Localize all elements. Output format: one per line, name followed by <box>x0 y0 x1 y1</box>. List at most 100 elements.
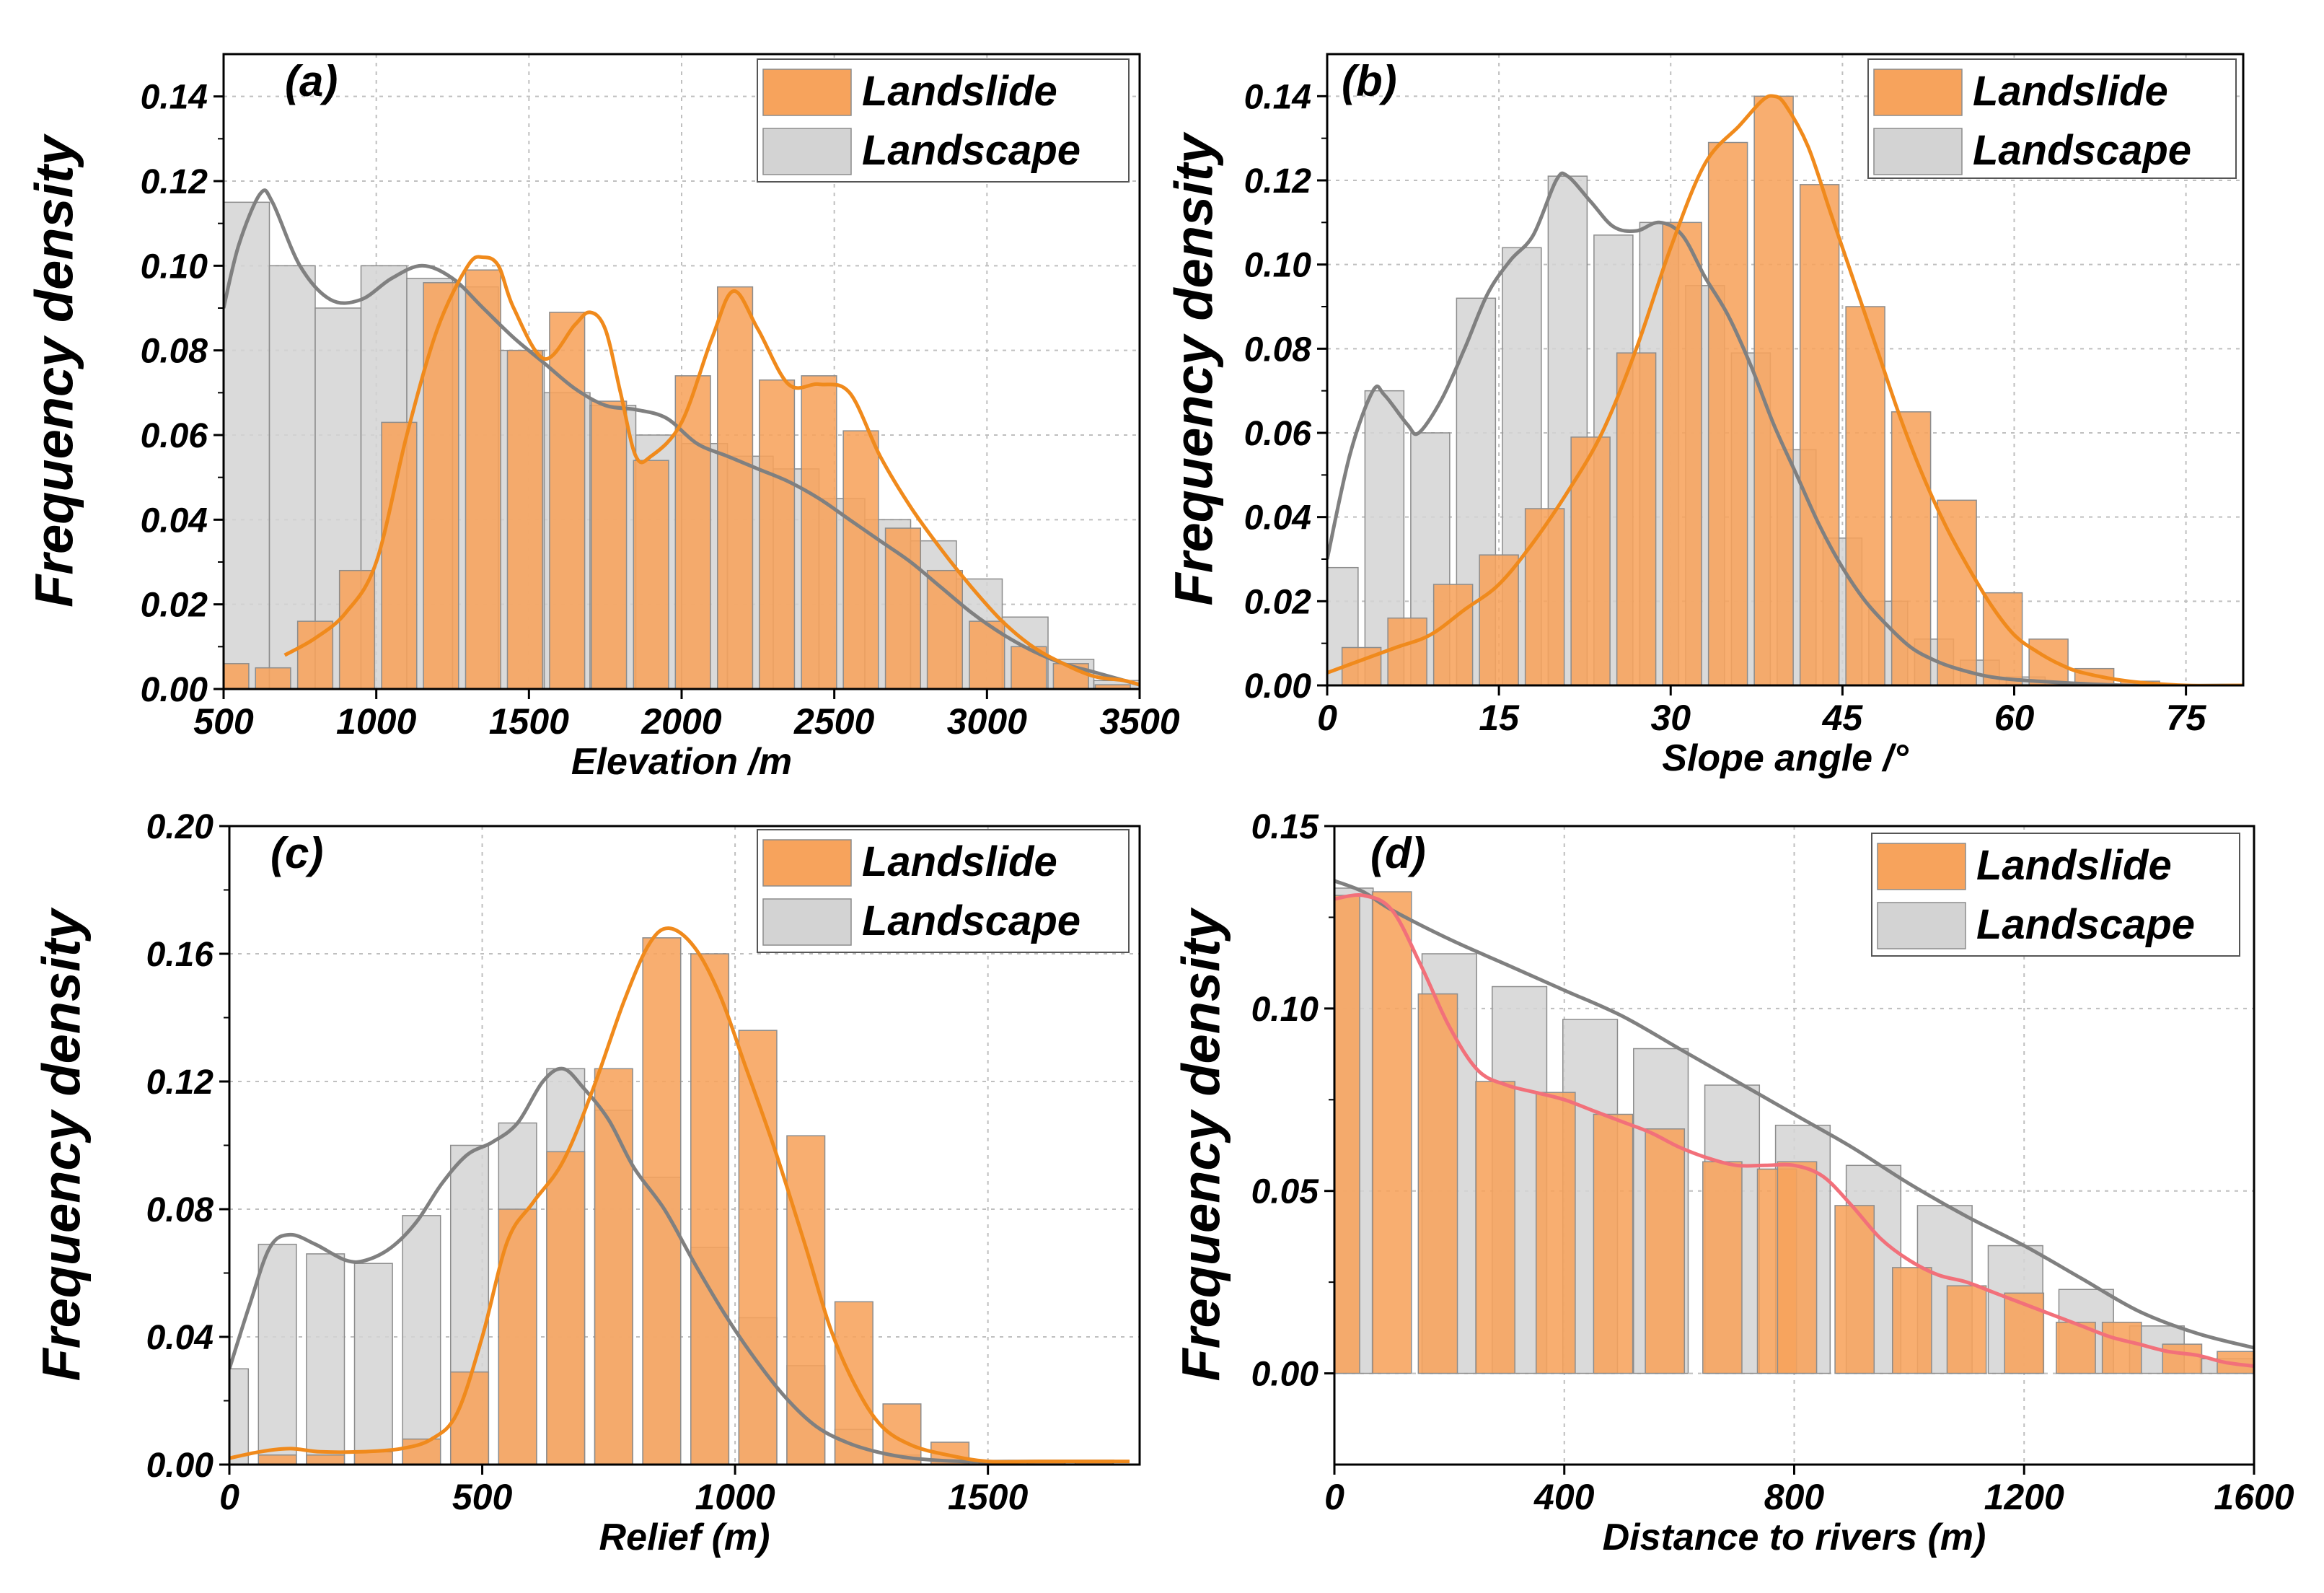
landslide-bar <box>1982 592 2023 685</box>
x-tick-label: 1000 <box>336 701 416 742</box>
plot-frame <box>1326 53 2245 687</box>
panel-c: 0.00 0.04 0.08 0.12 0.16 0.20 0 500 1000 1500 Reli… <box>32 808 1141 1558</box>
landslide-bar <box>1777 1161 1818 1374</box>
x-tick-label: 1500 <box>948 1477 1028 1517</box>
y-tick-label: 0.02 <box>141 587 208 625</box>
landscape-legend-label: Landscape <box>862 898 1080 944</box>
y-tick-label: 0.00 <box>146 1447 214 1485</box>
landslide-legend-label: Landslide <box>1976 842 2172 889</box>
landslide-legend-label: Landslide <box>1973 68 2168 115</box>
landslide-bar <box>1094 684 1131 689</box>
x-tick-label: 500 <box>452 1477 513 1517</box>
y-tick-label: 0.10 <box>1244 247 1312 285</box>
landslide-bar <box>224 663 250 689</box>
x-tick-label: 3500 <box>1099 701 1179 742</box>
landslide-bar <box>1475 1081 1515 1374</box>
x-axis-label: Elevation /m <box>571 741 792 783</box>
x-tick-label: 1500 <box>489 701 569 742</box>
landscape-legend-label: Landscape <box>1976 901 2195 948</box>
landslide-bars <box>1341 95 2160 685</box>
y-axis-label: Frequency density <box>1171 907 1231 1382</box>
landslide-bar <box>423 282 459 689</box>
x-tick-label: 400 <box>1533 1477 1595 1517</box>
x-axis: 0 400 800 1200 1600 <box>1324 1465 2294 1517</box>
x-tick-label: 15 <box>1479 698 1520 738</box>
landslide-bar <box>353 1451 393 1465</box>
x-tick-label: 2000 <box>641 701 721 742</box>
x-tick-label: 45 <box>1822 698 1864 738</box>
landslide-bar <box>1799 184 1840 685</box>
y-tick-label: 0.08 <box>146 1191 214 1229</box>
landslide-legend-swatch <box>1873 69 1963 116</box>
landslide-bar <box>1946 1285 1987 1374</box>
landslide-bar <box>591 400 628 689</box>
landslide-bar <box>2101 1322 2142 1374</box>
y-tick-label: 0.10 <box>1251 991 1319 1029</box>
landslide-density-curve <box>1327 94 2243 685</box>
landslide-bar <box>884 527 922 689</box>
landslide-bar <box>2028 638 2069 685</box>
landslide-bar <box>1371 891 1412 1374</box>
landslide-bar <box>1891 411 1932 685</box>
landscape-density-curve <box>229 1066 1114 1464</box>
landslide-bar <box>2162 1343 2203 1374</box>
plot-area <box>224 188 1140 689</box>
x-tick-label: 800 <box>1764 1477 1825 1517</box>
y-tick-label: 0.04 <box>146 1319 214 1357</box>
landslide-bar <box>549 312 586 689</box>
panel-b: 0.00 0.02 0.04 0.06 0.08 0.10 0.12 0.14 0 15 30 45 6… <box>1164 53 2245 779</box>
x-axis: 0 15 30 45 60 75 <box>1317 685 2207 738</box>
x-tick-label: 0 <box>219 1477 239 1517</box>
landslide-bar <box>690 953 730 1465</box>
y-tick-label: 0.05 <box>1251 1173 1320 1211</box>
landslide-bar <box>296 620 334 689</box>
landslide-legend-swatch <box>762 839 852 887</box>
y-axis: 0.00 0.02 0.04 0.06 0.08 0.10 0.12 0.14 <box>141 79 224 709</box>
landslide-bar <box>1662 221 1702 685</box>
landslide-bar <box>1892 1267 1932 1374</box>
landslide-bar <box>258 1454 297 1465</box>
y-tick-label: 0.04 <box>141 501 208 540</box>
legend: Landslide Landscape <box>757 58 1130 183</box>
panel-d: 0.00 0.05 0.10 0.15 0 400 800 1200 1600 Distance … <box>1171 808 2294 1558</box>
y-tick-label: 0.10 <box>141 247 208 286</box>
legend: Landslide Landscape <box>757 829 1130 953</box>
landscape-bar <box>268 265 316 689</box>
y-tick-label: 0.00 <box>141 671 208 709</box>
x-tick-label: 1000 <box>695 1477 775 1517</box>
panel-label: (c) <box>270 829 323 877</box>
x-tick-label: 2500 <box>793 701 874 742</box>
landslide-legend-label: Landslide <box>862 68 1057 115</box>
landslide-bar <box>1479 554 1519 685</box>
landslide-bar <box>506 349 543 689</box>
landslide-bar <box>546 1151 586 1465</box>
panel-label: (d) <box>1370 829 1426 877</box>
x-axis-label: Slope angle /° <box>1662 737 1909 779</box>
y-tick-label: 0.02 <box>1244 583 1312 621</box>
landslide-bar <box>926 569 964 689</box>
x-tick-label: 30 <box>1650 698 1691 738</box>
x-axis: 500 1000 1500 2000 2500 3000 3500 <box>193 689 1180 742</box>
y-axis-label: Frequency density <box>1164 131 1224 606</box>
landslide-bar <box>1432 584 1474 685</box>
legend: Landslide Landscape <box>1867 58 2237 179</box>
landslide-bar <box>255 667 291 689</box>
y-tick-label: 0.08 <box>141 333 208 371</box>
x-tick-label: 75 <box>2166 698 2207 738</box>
landslide-bar <box>1387 617 1427 685</box>
landslide-legend-swatch <box>1877 843 1966 890</box>
x-tick-label: 500 <box>193 701 254 742</box>
y-tick-label: 0.15 <box>1251 808 1320 846</box>
landscape-bar <box>353 1263 393 1465</box>
landscape-density-curve <box>224 188 1140 687</box>
landscape-legend-swatch <box>1873 128 1963 175</box>
landscape-legend-swatch <box>762 128 852 175</box>
plot-area <box>1334 879 2254 1374</box>
landslide-density-curve <box>283 255 1140 687</box>
landscape-legend-swatch <box>1877 902 1966 949</box>
x-axis-label: Relief (m) <box>599 1517 770 1558</box>
landscape-legend-label: Landscape <box>862 127 1080 174</box>
y-tick-label: 0.08 <box>1244 330 1312 369</box>
landslide-bar <box>2004 1292 2045 1374</box>
